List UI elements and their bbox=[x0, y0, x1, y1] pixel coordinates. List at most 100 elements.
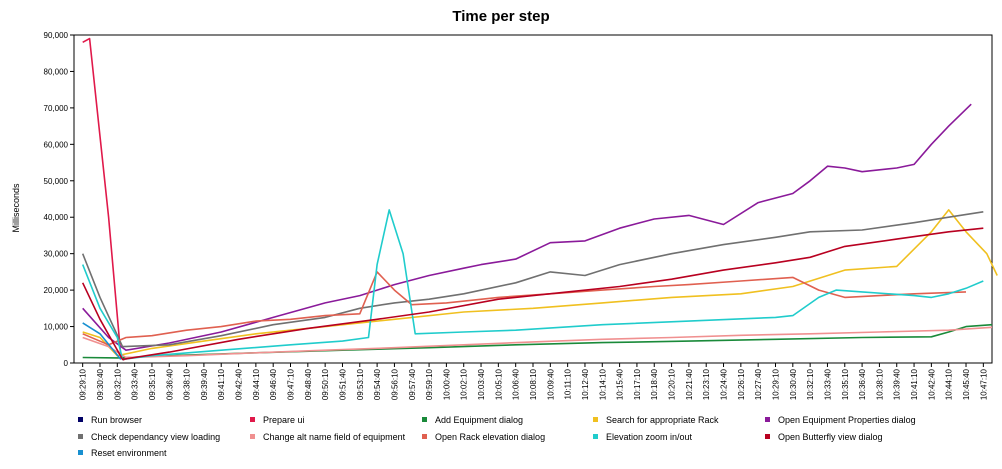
legend-swatch bbox=[422, 434, 427, 439]
x-tick-label: 10:39:40 bbox=[893, 368, 902, 400]
y-tick-label: 10,000 bbox=[44, 323, 69, 332]
x-tick-label: 10:21:40 bbox=[685, 368, 694, 400]
series-line-8 bbox=[81, 209, 984, 361]
x-tick-label: 10:27:40 bbox=[754, 368, 763, 400]
legend-label: Elevation zoom in/out bbox=[606, 432, 693, 442]
x-tick-label: 09:46:40 bbox=[269, 368, 278, 400]
x-tick-label: 10:15:40 bbox=[616, 368, 625, 400]
legend-swatch bbox=[593, 434, 598, 439]
legend-item: Elevation zoom in/out bbox=[593, 432, 693, 442]
legend-swatch bbox=[765, 417, 770, 422]
legend-label: Check dependancy view loading bbox=[91, 432, 220, 442]
legend-label: Open Rack elevation dialog bbox=[435, 432, 545, 442]
x-tick-label: 09:33:40 bbox=[131, 368, 140, 400]
legend: Run browser Prepare ui Add Equipment dialo… bbox=[78, 415, 916, 458]
x-tick-label: 10:11:10 bbox=[564, 368, 573, 399]
legend-label: Open Equipment Properties dialog bbox=[778, 415, 916, 425]
legend-label: Change alt name field of equipment bbox=[263, 432, 406, 442]
legend-swatch bbox=[422, 417, 427, 422]
x-tick-label: 10:08:10 bbox=[529, 368, 538, 400]
x-tick-label: 10:18:40 bbox=[650, 368, 659, 400]
x-tick-label: 10:09:40 bbox=[546, 368, 555, 400]
x-tick-label: 09:36:40 bbox=[165, 368, 174, 400]
x-tick-label: 10:26:10 bbox=[737, 368, 746, 400]
x-tick-label: 09:59:10 bbox=[425, 368, 434, 400]
x-tick-label: 09:39:40 bbox=[200, 368, 209, 400]
x-tick-label: 09:51:40 bbox=[338, 368, 347, 400]
legend-item: Check dependancy view loading bbox=[78, 432, 220, 442]
series-line-5 bbox=[81, 211, 984, 348]
x-tick-label: 09:42:40 bbox=[235, 368, 244, 400]
x-tick-label: 09:57:40 bbox=[408, 368, 417, 400]
x-tick-label: 10:35:10 bbox=[841, 368, 850, 400]
legend-item: Open Equipment Properties dialog bbox=[765, 415, 916, 425]
x-tick-label: 10:44:10 bbox=[945, 368, 954, 400]
x-tick-label: 10:38:10 bbox=[875, 368, 884, 400]
x-tick-label: 10:06:40 bbox=[512, 368, 521, 400]
x-tick-label: 10:32:10 bbox=[806, 368, 815, 400]
x-tick-label: 09:50:10 bbox=[321, 368, 330, 400]
chart-title: Time per step bbox=[452, 8, 549, 25]
legend-item: Reset environment bbox=[78, 448, 167, 458]
series-lines bbox=[81, 37, 998, 361]
x-tick-label: 09:53:10 bbox=[356, 368, 365, 400]
legend-item: Prepare ui bbox=[250, 415, 305, 425]
legend-swatch bbox=[250, 417, 255, 422]
y-axis-label: Milliseconds bbox=[11, 183, 21, 233]
legend-swatch bbox=[250, 434, 255, 439]
y-tick-label: 70,000 bbox=[44, 104, 69, 113]
legend-label: Reset environment bbox=[91, 448, 167, 458]
legend-item: Add Equipment dialog bbox=[422, 415, 523, 425]
legend-label: Add Equipment dialog bbox=[435, 415, 523, 425]
series-line-4 bbox=[82, 103, 972, 352]
legend-swatch bbox=[78, 434, 83, 439]
legend-item: Run browser bbox=[78, 415, 142, 425]
x-tick-label: 09:29:10 bbox=[79, 368, 88, 400]
x-tick-label: 10:36:40 bbox=[858, 368, 867, 400]
legend-label: Run browser bbox=[91, 415, 142, 425]
series-line-7 bbox=[82, 271, 967, 346]
y-tick-label: 60,000 bbox=[44, 140, 69, 149]
x-tick-label: 10:12:40 bbox=[581, 368, 590, 400]
x-tick-label: 09:38:10 bbox=[183, 368, 192, 400]
x-tick-label: 09:30:40 bbox=[96, 368, 105, 400]
x-tick-label: 10:24:40 bbox=[720, 368, 729, 400]
x-tick-label: 09:47:10 bbox=[287, 368, 296, 400]
x-tick-label: 10:33:40 bbox=[823, 368, 832, 400]
x-tick-label: 09:48:40 bbox=[304, 368, 313, 400]
x-tick-label: 10:42:40 bbox=[927, 368, 936, 400]
x-tick-label: 10:17:10 bbox=[633, 368, 642, 400]
x-tick-label: 10:47:10 bbox=[979, 368, 988, 400]
legend-swatch bbox=[78, 450, 83, 455]
x-tick-label: 10:14:10 bbox=[598, 368, 607, 400]
legend-label: Search for appropriate Rack bbox=[606, 415, 719, 425]
legend-item: Open Rack elevation dialog bbox=[422, 432, 545, 442]
series-line-10 bbox=[82, 322, 122, 360]
legend-swatch bbox=[78, 417, 83, 422]
legend-swatch bbox=[593, 417, 598, 422]
legend-label: Prepare ui bbox=[263, 415, 305, 425]
y-tick-label: 90,000 bbox=[44, 31, 69, 40]
y-tick-label: 30,000 bbox=[44, 250, 69, 259]
series-line-6 bbox=[82, 326, 993, 359]
x-tick-label: 10:30:40 bbox=[789, 368, 798, 400]
x-tick-label: 10:05:10 bbox=[494, 368, 503, 400]
series-line-3 bbox=[82, 209, 998, 357]
x-tick-label: 09:35:10 bbox=[148, 368, 157, 400]
legend-item: Open Butterfly view dialog bbox=[765, 432, 883, 442]
y-tick-label: 40,000 bbox=[44, 213, 69, 222]
x-tick-label: 10:29:10 bbox=[771, 368, 780, 400]
x-tick-label: 10:23:10 bbox=[702, 368, 711, 400]
x-tick-label: 10:02:10 bbox=[460, 368, 469, 400]
plot-area bbox=[73, 34, 993, 364]
legend-item: Search for appropriate Rack bbox=[593, 415, 719, 425]
legend-swatch bbox=[765, 434, 770, 439]
x-tick-label: 09:54:40 bbox=[373, 368, 382, 400]
series-line-9 bbox=[81, 227, 984, 361]
x-tick-label: 09:41:10 bbox=[217, 368, 226, 400]
y-tick-label: 80,000 bbox=[44, 67, 69, 76]
y-tick-label: 0 bbox=[64, 359, 69, 368]
x-tick-label: 10:41:10 bbox=[910, 368, 919, 400]
x-axis-ticks: 09:29:10 09:30:40 09:32:10 09:33:40 09:35:10… bbox=[79, 363, 988, 400]
